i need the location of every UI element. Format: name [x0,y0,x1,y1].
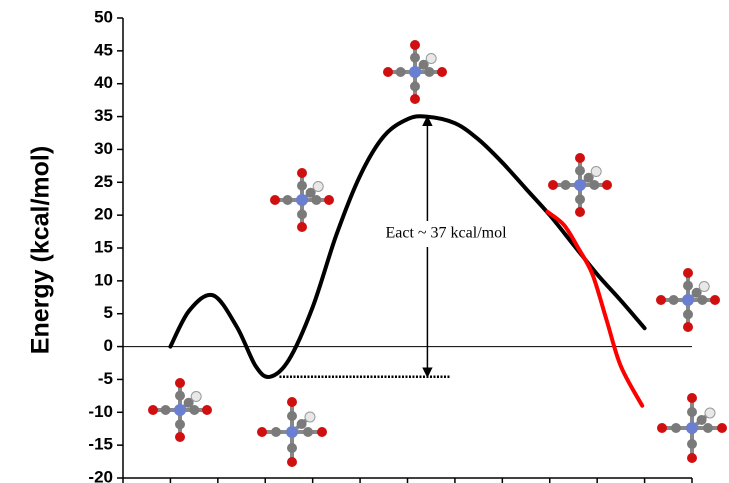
atom [383,67,393,77]
atom [175,378,185,388]
atom [297,209,307,220]
y-tick-label: 20 [94,205,113,224]
atom [704,407,716,419]
atom [189,405,200,415]
atom [668,295,679,305]
atom [687,453,697,463]
y-tick-label: 25 [94,172,113,191]
atom [409,66,421,78]
atom [286,426,298,438]
atom [271,427,281,437]
atom [697,295,708,305]
y-tick-label: 45 [94,40,113,59]
atom [683,280,693,291]
atom [287,397,297,407]
atom [395,67,406,77]
atom [575,194,585,205]
atom [296,194,308,206]
y-tick-label: 10 [94,270,113,289]
atom [696,415,707,425]
y-tick-label: -20 [88,467,113,483]
atom [683,322,693,332]
atom [717,423,727,433]
atom [410,52,420,63]
atom [682,294,694,306]
atom [410,81,420,92]
y-tick-label: 5 [104,303,113,322]
atom [287,443,297,453]
atom [698,281,710,292]
atom [560,180,571,190]
y-tick-label: 30 [94,139,113,158]
atom [656,295,666,305]
atom [548,180,558,190]
energy-curve [545,209,645,408]
atom [160,405,171,415]
y-tick-label: 15 [94,237,113,256]
atom [174,404,186,416]
atom [296,419,307,429]
atom [589,180,600,190]
y-tick-label: 40 [94,73,113,92]
atom [657,423,667,433]
molecule-illustrations [148,40,727,467]
atom [297,168,307,178]
atom [317,427,327,437]
atom [311,195,322,205]
atom [687,439,697,449]
atom [575,207,585,217]
y-tick-label: 50 [94,7,113,26]
atom [304,411,316,423]
atom [424,67,435,77]
y-tick-label: -10 [88,402,113,421]
atom [175,432,185,442]
atom [425,53,437,64]
atom [148,405,158,415]
atom [583,172,594,183]
atom [183,397,194,408]
atom [687,407,697,417]
annotation-box [355,221,537,247]
atom [590,166,602,177]
y-tick-label: 35 [94,106,113,125]
annotation-text: Eact ~ 37 kcal/mol [385,225,507,242]
atom [257,427,267,437]
atom [175,419,185,430]
atom [410,40,420,50]
atom [671,423,681,433]
atom [410,94,420,104]
atom [297,180,307,191]
atom [270,195,280,205]
atom [687,393,697,403]
atom [303,427,313,437]
atom [710,295,720,305]
atom [324,195,334,205]
atom [691,287,702,298]
y-tick-label: -15 [88,435,113,454]
atom [575,153,585,163]
atom [686,422,698,434]
atom [574,179,586,191]
y-tick-label: -5 [98,369,113,388]
atom [287,457,297,467]
atom [312,181,324,192]
atom [190,391,202,402]
y-tick-label: 0 [104,336,113,355]
atom [683,268,693,278]
atom [202,405,212,415]
atom [305,187,316,198]
y-axis-label: Energy (kcal/mol) [27,146,55,354]
atom [437,67,447,77]
atom [297,222,307,232]
atom [282,195,293,205]
atom [418,59,429,70]
energy-curve [168,114,647,379]
atom [703,423,713,433]
atom [683,309,693,320]
atom [175,390,185,401]
atom [602,180,612,190]
atom [287,411,297,421]
atom [575,165,585,176]
